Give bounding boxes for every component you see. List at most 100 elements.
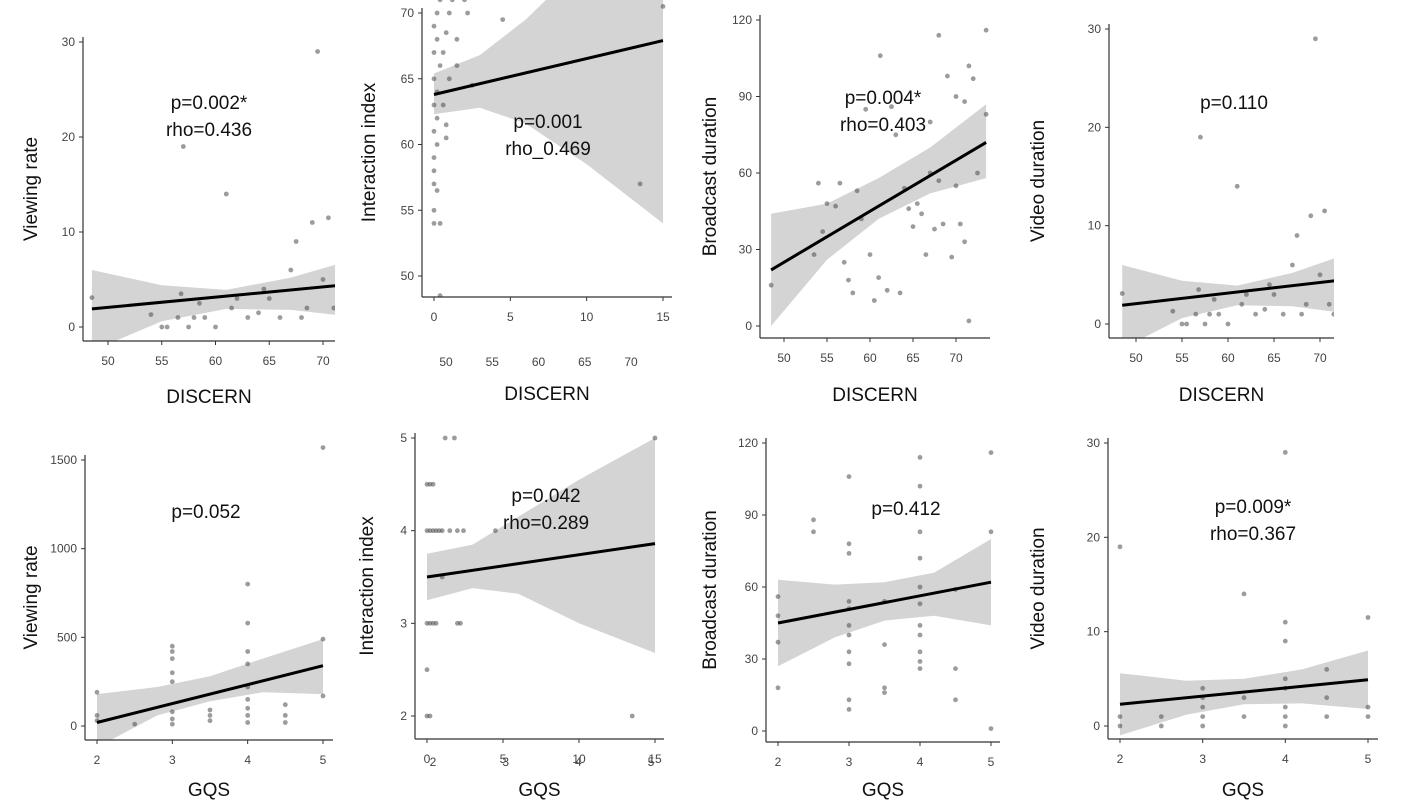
- y-tick-label: 30: [1087, 436, 1101, 450]
- x-tick-label: 65: [906, 351, 920, 365]
- data-point: [846, 649, 852, 655]
- y-axis-label: Viewing rate: [21, 137, 42, 241]
- data-point: [850, 290, 856, 296]
- data-point: [833, 203, 838, 209]
- data-point: [1365, 704, 1371, 710]
- data-point: [437, 293, 443, 297]
- regression-line: [1122, 279, 1334, 307]
- data-point: [500, 17, 506, 22]
- data-point: [1262, 306, 1268, 312]
- data-point: [175, 315, 181, 320]
- data-point: [245, 649, 251, 654]
- data-point: [277, 315, 283, 320]
- data-point: [326, 215, 331, 221]
- data-point: [983, 111, 989, 117]
- x-axis-label: DISCERN: [166, 387, 252, 408]
- data-point: [1350, 312, 1355, 317]
- data-point: [434, 142, 440, 147]
- y-tick-label: 90: [745, 508, 759, 522]
- data-point: [988, 726, 994, 731]
- x-tick-label: 55: [1175, 351, 1189, 365]
- stat-annotation: p=0.004*: [845, 88, 922, 109]
- data-point: [443, 135, 449, 141]
- data-point: [820, 229, 826, 235]
- data-point: [811, 252, 817, 257]
- secondary-x-tick-label: 4: [575, 755, 582, 769]
- x-tick-label: 2: [94, 753, 101, 767]
- data-point: [917, 529, 923, 535]
- data-point: [1184, 321, 1189, 327]
- plot-area: [1117, 450, 1371, 736]
- data-point: [431, 128, 437, 134]
- y-tick-label: 90: [739, 90, 753, 104]
- data-point: [320, 636, 326, 642]
- data-point: [932, 226, 937, 232]
- data-point: [1350, 302, 1355, 307]
- data-point: [229, 305, 235, 311]
- data-point: [431, 102, 437, 108]
- data-point: [863, 106, 869, 112]
- data-point: [1282, 676, 1288, 682]
- data-point: [882, 685, 887, 691]
- data-point: [245, 315, 251, 320]
- data-point: [440, 50, 446, 55]
- regression-line: [777, 580, 992, 625]
- data-point: [917, 649, 923, 655]
- data-point: [917, 632, 923, 638]
- x-tick-label: 3: [1199, 752, 1206, 766]
- data-point: [132, 721, 138, 727]
- chart-panel-5: 0 500 1000 1500 2 3 4 5 GQS Viewing rate p=0.052: [21, 445, 333, 801]
- data-point: [917, 623, 923, 628]
- stat-annotation: p=0.110: [1200, 93, 1268, 114]
- y-tick-label: 60: [401, 138, 415, 152]
- data-point: [846, 707, 852, 712]
- data-point: [462, 0, 467, 3]
- x-tick-label: 65: [1267, 351, 1281, 365]
- data-point: [358, 306, 363, 311]
- x-tick-label: 5: [507, 310, 514, 324]
- x-axis-label: GQS: [1222, 780, 1264, 801]
- data-point: [245, 720, 251, 725]
- data-point: [320, 277, 326, 282]
- x-tick-label: 70: [949, 351, 963, 365]
- data-point: [234, 296, 240, 301]
- x-tick-label: 70: [316, 354, 330, 368]
- data-point: [1324, 695, 1330, 701]
- data-point: [434, 36, 440, 42]
- data-point: [1244, 292, 1249, 297]
- data-point: [846, 551, 852, 556]
- y-tick-label: 1500: [50, 453, 77, 467]
- y-tick-label: 10: [62, 225, 76, 239]
- confidence-band: [91, 264, 335, 341]
- data-point: [245, 713, 251, 718]
- data-point: [94, 689, 100, 695]
- x-tick-label: 2: [775, 755, 782, 769]
- data-point: [443, 30, 449, 36]
- data-point: [1322, 208, 1327, 214]
- x-axis-label: GQS: [518, 780, 560, 801]
- x-tick-label: 50: [1129, 351, 1143, 365]
- data-point: [884, 287, 890, 293]
- data-point: [299, 315, 304, 320]
- data-point: [846, 474, 852, 479]
- x-tick-label: 3: [846, 755, 853, 769]
- data-point: [1308, 213, 1314, 219]
- y-tick-label: 20: [1087, 530, 1101, 544]
- data-point: [430, 481, 436, 487]
- data-point: [437, 0, 443, 3]
- x-tick-label: 4: [1282, 752, 1289, 766]
- data-point: [1158, 714, 1164, 719]
- data-point: [775, 594, 781, 599]
- data-point: [824, 201, 830, 207]
- stat-annotation: rho=0.289: [503, 513, 589, 534]
- y-axis-label: Video duration: [1028, 120, 1049, 242]
- data-point: [148, 312, 154, 317]
- data-point: [304, 305, 310, 311]
- data-point: [431, 50, 437, 55]
- data-point: [1253, 311, 1258, 317]
- data-point: [1282, 638, 1288, 644]
- data-point: [207, 713, 213, 718]
- data-point: [331, 305, 335, 311]
- data-point: [1271, 292, 1277, 297]
- data-point: [949, 254, 955, 260]
